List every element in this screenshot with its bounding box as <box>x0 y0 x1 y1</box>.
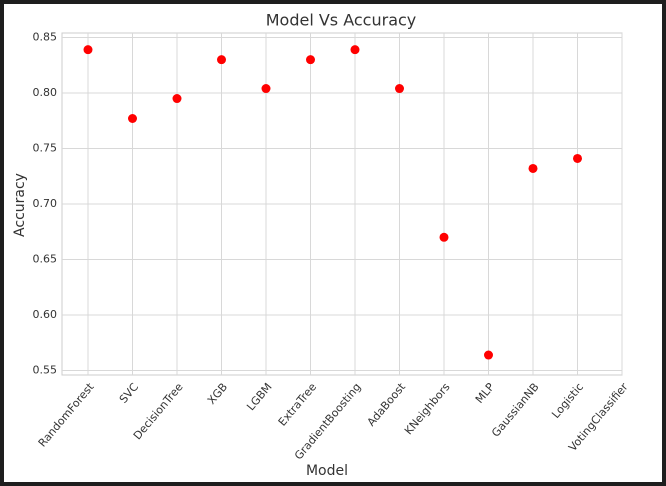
y-tick-label: 0.65 <box>33 253 58 266</box>
point <box>217 55 226 65</box>
point <box>128 114 137 123</box>
y-tick-label: 0.85 <box>33 30 58 43</box>
point <box>573 153 582 163</box>
y-tick-label: 0.55 <box>33 364 58 377</box>
point <box>528 163 538 173</box>
y-axis-label: Accuracy <box>12 173 28 237</box>
point <box>484 350 493 360</box>
y-tick-label: 0.75 <box>33 141 58 154</box>
point <box>83 45 93 55</box>
point <box>439 232 449 242</box>
x-axis-label: Model <box>306 463 348 479</box>
point <box>172 94 182 104</box>
y-tick-label: 0.80 <box>33 86 58 99</box>
point <box>395 84 404 94</box>
point <box>350 45 360 55</box>
y-tick-label: 0.60 <box>33 308 58 321</box>
point <box>306 55 315 65</box>
y-tick-label: 0.70 <box>33 197 58 210</box>
chart-title: Model Vs Accuracy <box>266 11 417 30</box>
point <box>261 84 271 94</box>
